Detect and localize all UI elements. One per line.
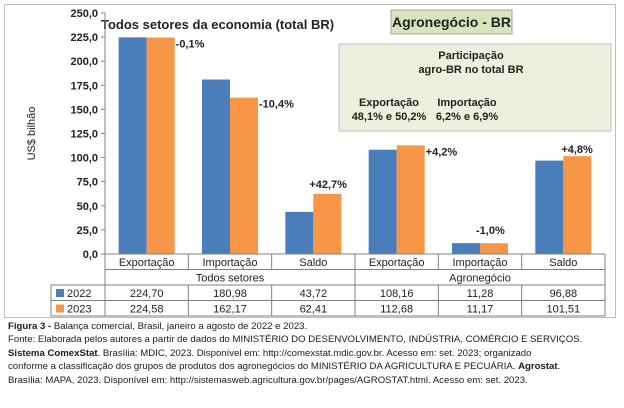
caption-line-1: Figura 3 - Balança comercial, Brasil, ja… [8, 320, 618, 333]
x-tick-label: Saldo [299, 257, 327, 269]
change-label: +42,7% [309, 179, 347, 191]
caption-line-2: Fonte: Elaborada pelos autores a partir … [8, 334, 583, 346]
caption-line-4: conforme a classificação dos grupos de p… [8, 360, 618, 373]
share-title-1: Participação [438, 50, 504, 62]
bar-2022-2 [285, 211, 314, 254]
y-tick-label: 75,0 [77, 177, 98, 189]
x-tick-label: Exportação [369, 257, 425, 269]
bar-2023-5 [563, 156, 592, 254]
bar-2023-4 [480, 243, 508, 254]
share-import-label: Importação [437, 97, 497, 109]
change-label: +4,2% [426, 146, 458, 158]
bar-2022-4 [452, 243, 480, 254]
legend-label-2022: 2022 [67, 288, 91, 300]
legend-swatch-2022 [56, 289, 64, 297]
y-tick-label: 50,0 [77, 201, 98, 213]
share-title-2: agro-BR no total BR [418, 64, 523, 76]
bar-chart: 0,0 25,0 50,0 75,0 100,0 125,0 150,0 175,0 200,0… [26, 8, 612, 317]
data-label: 162,17 [213, 304, 247, 316]
bar-2023-0 [146, 37, 175, 254]
caption-line-4-text: conforme a classificação dos grupos de p… [8, 361, 519, 373]
data-label: 224,58 [130, 304, 164, 316]
caption-line-3: Sistema ComexStat. Brasília: MDIC, 2023.… [8, 347, 618, 360]
y-tick-label: 100,0 [70, 153, 98, 165]
data-label: 43,72 [300, 288, 328, 300]
y-tick-label: 200,0 [70, 56, 98, 68]
data-label: 96,88 [550, 288, 578, 300]
share-box [338, 43, 612, 132]
y-tick-label: 175,0 [70, 80, 98, 92]
right-chart-title: Agronegócio - BR [392, 14, 511, 30]
y-tick-label: 25,0 [77, 225, 98, 237]
caption-line-4-end: . [557, 361, 561, 373]
change-label: -10,4% [259, 99, 294, 111]
bar-2022-3 [368, 149, 397, 254]
data-label: 11,28 [467, 288, 494, 300]
share-export-label: Exportação [359, 97, 419, 109]
caption-comexstat: Sistema ComexStat [8, 347, 98, 359]
y-tick-label: 0,0 [83, 249, 98, 261]
change-label: +4,8% [561, 144, 593, 156]
figure-caption: Figura 3 - Balança comercial, Brasil, ja… [8, 320, 618, 387]
caption-line-3-text: . Brasília: MDIC, 2023. Disponível em: h… [97, 347, 532, 359]
bar-2023-2 [313, 193, 342, 254]
bar-2023-3 [396, 145, 425, 254]
change-label: -1,0% [476, 225, 505, 237]
chart-container: 0,0 25,0 50,0 75,0 100,0 125,0 150,0 175,0 200,0… [4, 4, 616, 318]
y-axis-label: US$ bilhão [26, 107, 38, 161]
caption-line-5: Brasília: MAPA, 2023. Disponível em: htt… [8, 374, 528, 386]
bar-2023-1 [230, 97, 258, 254]
right-title-box [390, 9, 513, 35]
x-tick-label: Importação [452, 257, 507, 269]
share-import-value: 6,2% e 6,9% [436, 111, 499, 123]
y-tick-label: 125,0 [70, 129, 98, 141]
data-label: 62,41 [300, 304, 328, 316]
caption-figure-text: Balança comercial, Brasil, janeiro a ago… [51, 321, 308, 332]
data-label: 180,98 [213, 288, 247, 300]
x-tick-label: Importação [202, 257, 257, 269]
caption-agrostat: Agrostat [518, 361, 558, 373]
x-tick-label: Exportação [119, 257, 175, 269]
group-label: Agronegócio [449, 273, 511, 285]
share-export-value: 48,1% e 50,2% [352, 111, 427, 123]
change-label: -0,1% [176, 39, 205, 51]
group-label: Todos setores [196, 273, 265, 285]
data-label: 112,68 [380, 304, 413, 316]
data-label: 101,51 [547, 304, 581, 316]
legend-swatch-2023 [56, 304, 64, 313]
y-tick-label: 150,0 [70, 104, 98, 116]
legend-label-2023: 2023 [67, 304, 91, 316]
data-label: 108,16 [380, 288, 414, 300]
data-label: 11,17 [467, 304, 494, 316]
bar-2022-1 [202, 79, 230, 254]
data-label: 224,70 [130, 288, 164, 300]
y-tick-label: 225,0 [70, 32, 98, 44]
caption-figure-label: Figura 3 - [8, 321, 52, 332]
bar-2022-0 [118, 37, 147, 255]
left-chart-title: Todos setores da economia (total BR) [101, 17, 334, 32]
bar-2022-5 [535, 160, 564, 254]
x-tick-label: Saldo [549, 257, 577, 269]
y-tick-label: 250,0 [70, 8, 98, 20]
